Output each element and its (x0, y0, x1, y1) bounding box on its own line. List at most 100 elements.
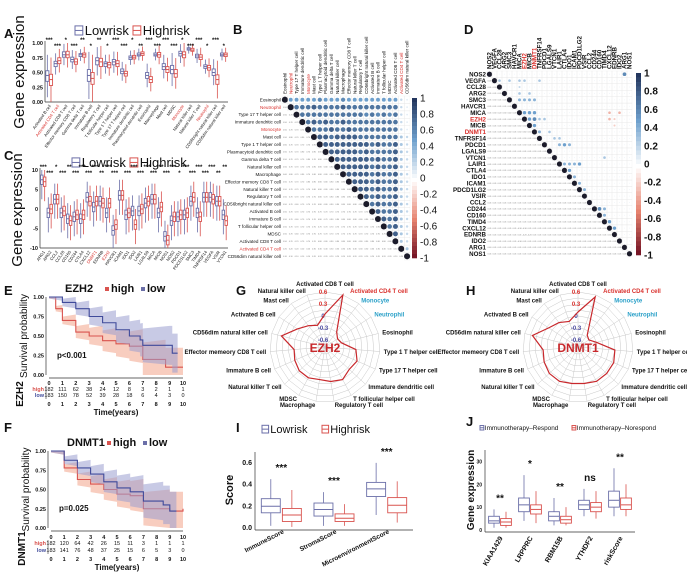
correlation-value: 0.30 (382, 249, 386, 251)
correlation-dot (573, 137, 576, 139)
correlation-dot (568, 86, 571, 88)
correlation-dot (598, 189, 601, 191)
correlation-value: 0.50 (283, 219, 287, 221)
correlation-value: 0.05 (613, 254, 617, 256)
correlation-dot (536, 135, 543, 141)
correlation-dot (557, 143, 562, 147)
significance-label: *** (189, 171, 197, 177)
correlation-value: 0.05 (488, 164, 492, 166)
colorbar-segment (412, 190, 417, 195)
correlation-value: 0.05 (538, 189, 542, 191)
correlation-dot (369, 186, 375, 192)
colorbar-segment (412, 162, 417, 167)
row-label: MDSC (267, 232, 281, 237)
correlation-value: 0.30 (341, 249, 345, 251)
correlation-dot (563, 131, 566, 133)
correlation-dot (613, 80, 616, 82)
correlation-value: 0.05 (543, 209, 547, 211)
correlation-value: 0.05 (503, 228, 507, 230)
correlation-dot (613, 201, 616, 204)
correlation-dot (538, 112, 541, 114)
radar-axis-label: T follicular helper cell (353, 397, 415, 403)
correlation-value: -0.30 (517, 241, 521, 243)
colorbar-segment (412, 226, 417, 231)
correlation-dot (563, 86, 566, 88)
correlation-dot (381, 209, 387, 214)
correlation-value: 0.05 (548, 222, 552, 224)
correlation-value: 0.05 (548, 157, 552, 159)
correlation-value: 0.05 (523, 196, 527, 198)
correlation-dot (329, 104, 334, 110)
row-label: Plasmacytoid dendritic cell (227, 150, 281, 155)
legend-high: high (113, 437, 136, 449)
significance-label: ns (584, 473, 596, 484)
correlation-value: 0.30 (538, 157, 542, 159)
correlation-dot (553, 118, 556, 120)
risk-count-low: 4 (155, 393, 158, 399)
radar-gridline (287, 309, 363, 384)
correlation-value: 0.05 (578, 222, 582, 224)
colorbar-segment (412, 130, 417, 135)
correlation-dot (623, 182, 626, 184)
correlation-value: 0.70 (365, 234, 369, 236)
correlation-dot (523, 79, 526, 82)
correlation-dot (405, 135, 409, 139)
x-tick-label-top: 4 (101, 381, 105, 387)
correlation-dot (406, 106, 408, 109)
correlation-value: 0.05 (588, 209, 592, 211)
correlation-dot (578, 105, 581, 107)
correlation-dot (528, 105, 531, 107)
colorbar-tick-label: -0.8 (420, 238, 438, 249)
correlation-value: 0.50 (523, 125, 527, 127)
correlation-value: 0.05 (548, 254, 552, 256)
correlation-value: 0.70 (306, 219, 310, 221)
radar-spoke (324, 303, 359, 348)
correlation-dot (399, 202, 403, 206)
correlation-dot (558, 80, 561, 82)
colorbar-tick-label: 0.2 (644, 141, 658, 152)
correlation-dot (598, 201, 601, 204)
correlation-dot (405, 195, 409, 198)
correlation-dot (532, 98, 537, 102)
correlation-dot (608, 117, 611, 121)
radar-spoke (577, 333, 632, 348)
colorbar-segment (636, 227, 641, 233)
column-label: Monocyte (306, 74, 311, 94)
significance-label: *** (112, 38, 120, 44)
correlation-dot (608, 157, 611, 159)
correlation-dot (613, 157, 616, 159)
significance-label: * (65, 38, 68, 44)
row-label: DNMT1 (465, 129, 487, 136)
correlation-value: 0.80 (330, 182, 334, 184)
correlation-value: 0.05 (518, 215, 522, 217)
colorbar-segment (412, 154, 417, 159)
correlation-dot (578, 118, 581, 120)
correlation-dot (598, 195, 601, 197)
correlation-dot (578, 176, 581, 178)
colorbar-segment (636, 136, 641, 142)
correlation-value: 0.05 (573, 247, 577, 249)
correlation-value: 0.05 (598, 247, 602, 249)
colorbar-segment (412, 166, 417, 171)
significance-label: * (181, 38, 184, 44)
correlation-dot (583, 137, 586, 139)
correlation-value: 0.80 (324, 241, 328, 243)
x-tick-label: ARG2 (42, 249, 53, 262)
radar-spoke (577, 346, 619, 385)
correlation-dot (593, 144, 596, 146)
correlation-dot (558, 112, 561, 114)
correlation-value: 0.05 (503, 170, 507, 172)
correlation-dot (623, 112, 626, 114)
correlation-dot (578, 157, 581, 159)
correlation-value: 0.70 (289, 241, 293, 243)
y-axis-label: Survival probability (19, 294, 30, 378)
colorbar-segment (412, 194, 417, 199)
correlation-dot (623, 124, 626, 127)
confidence-band-low (49, 297, 178, 373)
correlation-value: 0.70 (301, 241, 305, 243)
risk-count-high: 182 (44, 387, 53, 393)
correlation-value: 0.70 (306, 174, 310, 176)
correlation-value: 0.05 (498, 157, 502, 159)
risk-count-high: 182 (46, 541, 55, 547)
column-label: NOS1 (627, 52, 634, 69)
